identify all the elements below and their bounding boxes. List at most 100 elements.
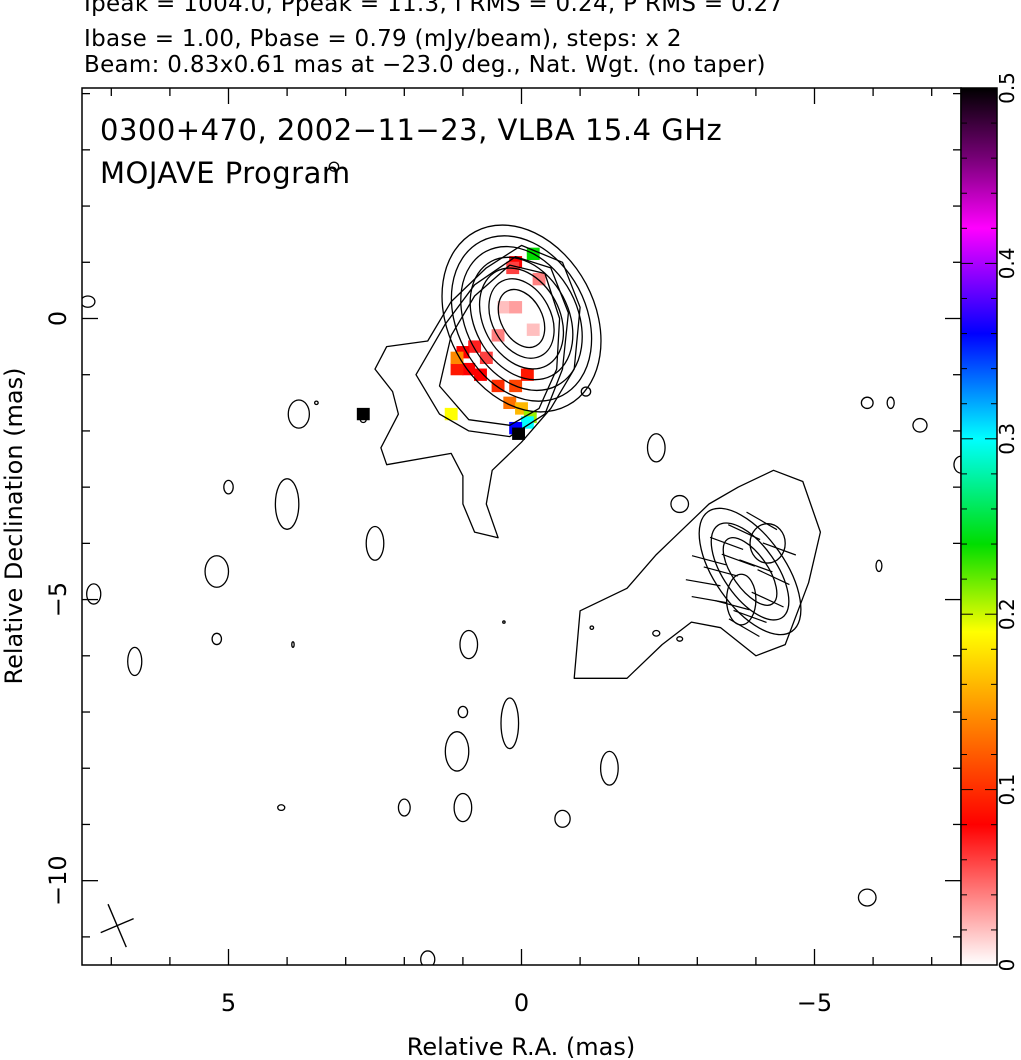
colorbar	[960, 87, 998, 966]
noise-contour	[652, 629, 661, 637]
plot-frame	[81, 87, 962, 966]
noise-contour	[886, 396, 895, 410]
beam-marker	[100, 903, 134, 948]
core-contour	[441, 224, 602, 413]
polarization-vector	[703, 566, 738, 577]
noise-contour	[646, 433, 666, 463]
component-contour	[710, 522, 790, 621]
y-tick-label: −5	[44, 582, 72, 617]
polarization-vector	[728, 618, 760, 638]
noise-contour	[223, 479, 234, 495]
noise-contour	[554, 809, 571, 828]
noise-contour	[328, 161, 340, 172]
polarization-vector	[715, 600, 750, 611]
colorbar-tick-label: 0.2	[995, 598, 1019, 630]
y-tick-label: −10	[44, 855, 72, 906]
noise-contour	[291, 641, 295, 649]
noise-contour	[500, 697, 520, 750]
plot-title-line-1: 0300+470, 2002−11−23, VLBA 15.4 GHz	[100, 113, 722, 147]
plot-title-line-2: MOJAVE Program	[100, 156, 351, 190]
noise-contour	[211, 632, 223, 646]
polarization-pixel	[512, 427, 526, 440]
x-tick-label: 0	[514, 989, 529, 1017]
noise-contour	[589, 625, 595, 631]
polarization-vector	[733, 609, 767, 624]
noise-contour	[313, 400, 319, 406]
polarization-vector	[691, 555, 727, 566]
noise-contour	[857, 888, 877, 907]
x-tick-label: −5	[797, 989, 832, 1017]
polarization-pixel	[509, 301, 523, 314]
header-line-1: Ipeak = 1004.0, Ppeak = 11.3, I RMS = 0.…	[84, 0, 784, 17]
polarization-pixel	[474, 368, 487, 381]
contour-layer	[82, 161, 961, 965]
polarization-vector	[762, 542, 797, 556]
beam-minor-axis	[100, 918, 134, 934]
colorbar-ticks: 0 0.1 0.2 0.3 0.4 0.5	[961, 72, 1019, 971]
polarization-pixel	[526, 323, 540, 336]
noise-contour	[277, 804, 286, 812]
noise-contour	[599, 750, 619, 786]
noise-contour	[274, 478, 300, 530]
jet-contour	[573, 469, 822, 679]
noise-contour	[580, 386, 592, 397]
component-contour	[698, 507, 802, 636]
colorbar-tick-label: 0.4	[995, 247, 1019, 279]
component-contour	[725, 573, 757, 626]
polarization-vector	[685, 579, 721, 587]
noise-contour	[670, 494, 690, 514]
x-axis-label: Relative R.A. (mas)	[407, 1033, 635, 1060]
colorbar-tick-label: 0.3	[995, 423, 1019, 455]
polarization-vector	[746, 511, 778, 531]
jet-contour	[415, 256, 570, 438]
noise-contour	[204, 555, 230, 588]
noise-contour	[420, 950, 436, 965]
y-tick-label: 0	[44, 311, 72, 326]
noise-contour	[912, 417, 928, 433]
polarization-vector	[757, 569, 790, 586]
component-contour	[749, 523, 786, 564]
polarization-pixel	[450, 362, 464, 376]
noise-contour	[875, 559, 883, 573]
noise-contour	[86, 583, 102, 605]
component-contour	[722, 537, 778, 606]
core-contour	[450, 235, 593, 402]
noise-contour	[397, 798, 411, 817]
jet-contour	[374, 244, 581, 539]
core-contour	[497, 288, 546, 349]
noise-contour	[676, 636, 684, 642]
noise-contour	[457, 705, 469, 719]
polarization-pixel	[479, 351, 493, 365]
polarization-pixel	[497, 301, 511, 314]
colorbar-tick-label: 0.1	[995, 774, 1019, 806]
header-line-2: Ibase = 1.00, Pbase = 0.79 (mJy/beam), s…	[84, 26, 682, 52]
jet-contour	[438, 264, 561, 426]
header-line-3: Beam: 0.83x0.61 mas at −23.0 deg., Nat. …	[84, 52, 766, 78]
noise-contour	[365, 525, 385, 561]
noise-contour	[359, 416, 367, 424]
x-tick-label: 5	[221, 989, 236, 1017]
noise-contour	[82, 295, 96, 308]
y-axis-label: Relative Declination (mas)	[0, 367, 28, 684]
colorbar-tick-label: 0	[995, 959, 1019, 972]
polarization-pixel	[520, 416, 534, 429]
core-contour	[460, 245, 583, 392]
noise-contour	[453, 792, 473, 823]
polarization-vector	[721, 553, 756, 567]
axis-ticks: 5 0 −5 0 −5 −10	[44, 88, 961, 1017]
polarization-pixel	[462, 362, 476, 376]
noise-contour	[127, 646, 143, 677]
polarization-vector	[751, 591, 784, 608]
polarization-vector	[709, 536, 744, 550]
noise-contour	[860, 396, 874, 410]
colorbar-tick-label: 0.5	[995, 72, 1019, 104]
core-contour	[469, 256, 574, 381]
noise-contour	[502, 620, 506, 624]
core-contour	[478, 267, 565, 370]
noise-contour	[459, 629, 479, 660]
core-contour	[488, 278, 555, 359]
polarization-pixel	[468, 340, 482, 353]
noise-contour	[444, 731, 470, 772]
noise-contour	[287, 399, 311, 429]
